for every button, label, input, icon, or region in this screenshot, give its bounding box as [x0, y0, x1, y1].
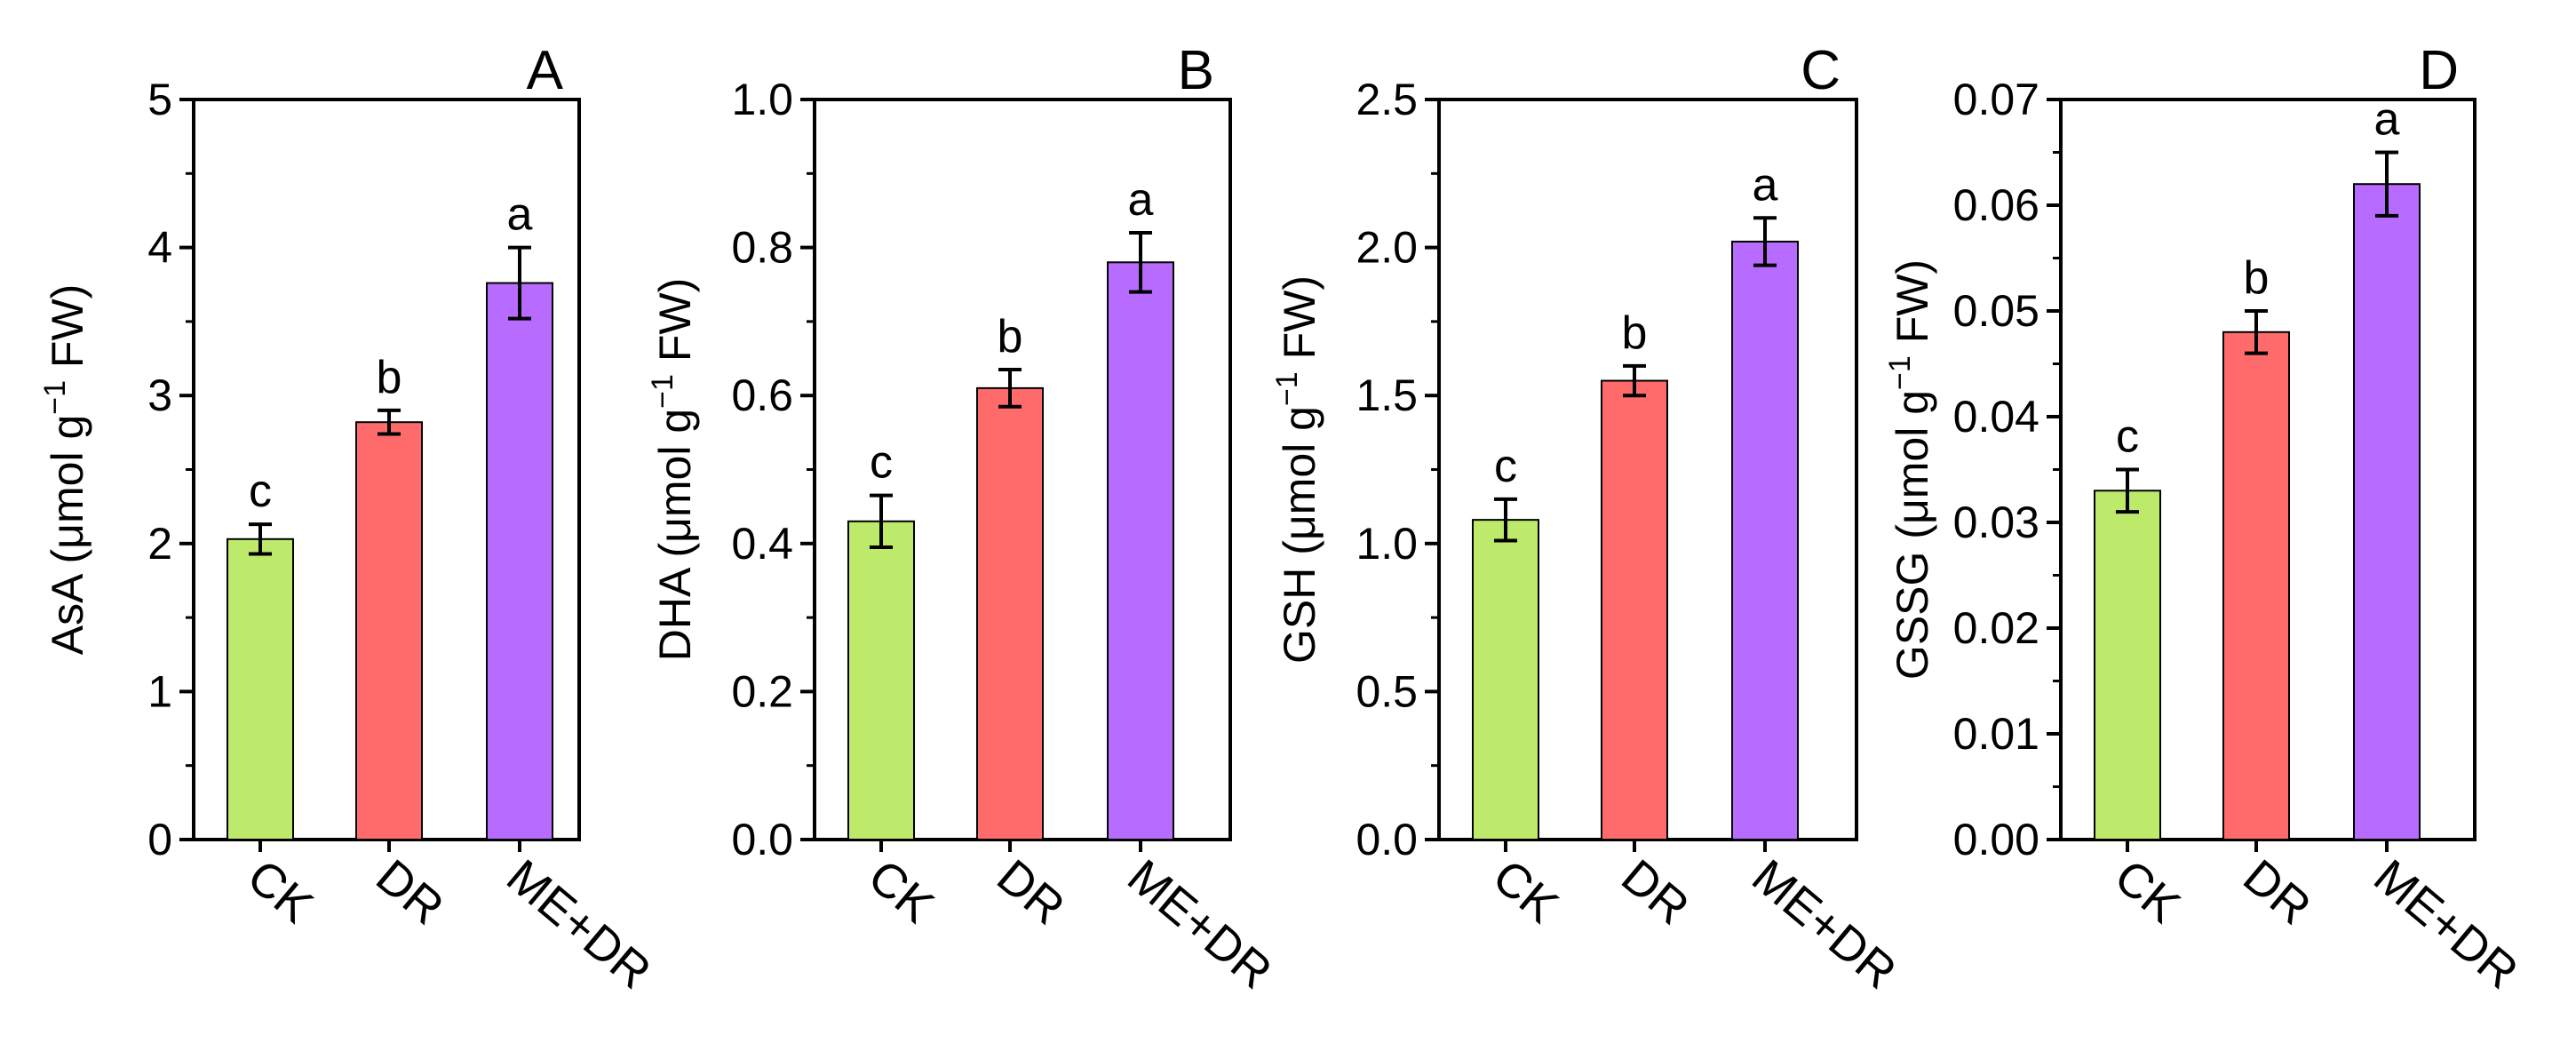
- significance-letter: b: [377, 352, 402, 403]
- x-tick-label: ME+DR: [2364, 849, 2528, 999]
- y-axis-label-main: DHA (μmol g: [650, 409, 700, 661]
- significance-letter: b: [2244, 252, 2270, 304]
- y-tick-label: 3: [147, 370, 172, 420]
- panel-A: 0 1 2 3 4 5 A AsA (μmol g−1 FW) c CK b DR a ME+DR: [38, 40, 661, 999]
- y-tick-label: 0: [147, 815, 172, 864]
- bar-DR: [2222, 330, 2290, 840]
- y-axis-label-main: GSH (μmol g: [1275, 406, 1324, 664]
- bar-CK: [847, 520, 915, 840]
- bar-CK: [227, 537, 294, 840]
- bar-CK: [2094, 490, 2161, 840]
- x-tick-label: ME+DR: [497, 849, 661, 999]
- panel-label: A: [527, 40, 564, 101]
- panel-label: D: [2419, 40, 2459, 101]
- y-tick-label: 5: [147, 75, 172, 124]
- y-axis-label-superscript: −1: [1883, 355, 1917, 390]
- y-axis-label: GSSG (μmol g−1 FW): [1883, 259, 1937, 680]
- y-tick-label: 0.02: [1953, 603, 2039, 653]
- y-tick-label: 0.06: [1953, 180, 2039, 230]
- y-tick-label: 0.01: [1953, 709, 2039, 759]
- y-tick-label: 1: [147, 666, 172, 716]
- y-tick-label: 0.4: [731, 519, 793, 569]
- panel-label: C: [1801, 40, 1841, 101]
- y-tick-label: 0.8: [731, 223, 793, 273]
- significance-letter: a: [507, 189, 533, 241]
- x-tick-label: ME+DR: [1117, 849, 1282, 999]
- y-tick-label: 0.5: [1356, 666, 1418, 716]
- bar-ME+DR: [1107, 261, 1174, 840]
- significance-letter: a: [1753, 159, 1778, 211]
- y-tick-label: 0.03: [1953, 498, 2039, 547]
- y-tick-label: 2: [147, 519, 172, 569]
- panel-C: 0.0 0.5 1.0 1.5 2.0 2.5 C GSH (μmol g−1 FW) c CK b…: [1270, 40, 1906, 999]
- significance-letter: c: [249, 466, 272, 517]
- y-tick-label: 1.0: [1356, 519, 1418, 569]
- y-tick-label: 0.6: [731, 370, 793, 420]
- bar-DR: [1601, 379, 1668, 841]
- significance-letter: c: [2116, 411, 2139, 463]
- significance-letter: a: [2374, 94, 2400, 146]
- y-axis-label-superscript: −1: [38, 380, 72, 415]
- y-axis-label-main: AsA (μmol g: [43, 415, 92, 656]
- y-tick-label: 0.0: [1356, 815, 1418, 864]
- x-tick-label: CK: [2104, 849, 2190, 933]
- x-tick-label: DR: [1611, 849, 1698, 935]
- significance-letter: b: [1622, 307, 1648, 359]
- significance-letter: c: [1494, 441, 1517, 492]
- y-tick-label: 0.07: [1953, 75, 2039, 124]
- x-tick-label: DR: [987, 849, 1074, 935]
- significance-letter: b: [998, 311, 1023, 362]
- y-tick-label: 0.05: [1953, 286, 2039, 336]
- y-tick-label: 2.0: [1356, 223, 1418, 273]
- y-axis-label-unit: FW): [43, 284, 92, 380]
- y-tick-label: 0.2: [731, 666, 793, 716]
- significance-letter: c: [870, 437, 893, 489]
- y-axis-label-unit: FW): [650, 278, 700, 374]
- y-tick-label: 4: [147, 223, 172, 273]
- bar-CK: [1472, 519, 1539, 840]
- y-tick-label: 2.5: [1356, 75, 1418, 124]
- bar-ME+DR: [486, 282, 553, 841]
- y-tick-label: 1.5: [1356, 370, 1418, 420]
- bar-ME+DR: [1731, 240, 1799, 841]
- y-axis-label: AsA (μmol g−1 FW): [38, 284, 92, 656]
- y-axis-label-unit: FW): [1888, 259, 1937, 355]
- panel-B: 0.0 0.2 0.4 0.6 0.8 1.0 B DHA (μmol g−1 FW) c CK b…: [646, 40, 1282, 999]
- y-tick-label: 0.0: [731, 815, 793, 864]
- bar-DR: [355, 421, 423, 840]
- x-tick-label: CK: [1483, 849, 1568, 933]
- y-tick-label: 0.00: [1953, 815, 2039, 864]
- y-axis-label: DHA (μmol g−1 FW): [646, 278, 700, 661]
- bar-ME+DR: [2353, 183, 2421, 840]
- y-axis-label-superscript: −1: [646, 374, 680, 409]
- y-axis-label-main: GSSG (μmol g: [1888, 390, 1937, 680]
- y-axis-label: GSH (μmol g−1 FW): [1270, 275, 1324, 664]
- panel-label: B: [1178, 40, 1214, 101]
- significance-letter: a: [1128, 174, 1154, 226]
- x-tick-label: CK: [858, 849, 943, 933]
- bar-DR: [976, 386, 1044, 840]
- y-axis-label-unit: FW): [1275, 275, 1324, 371]
- x-tick-label: CK: [237, 849, 322, 933]
- y-axis-label-superscript: −1: [1270, 371, 1304, 406]
- x-tick-label: DR: [366, 849, 453, 935]
- x-tick-label: ME+DR: [1742, 849, 1906, 999]
- x-tick-label: DR: [2233, 849, 2320, 935]
- y-tick-label: 0.04: [1953, 392, 2039, 442]
- y-tick-label: 1.0: [731, 75, 793, 124]
- panel-D: 0.00 0.01 0.02 0.03 0.04 0.05 0.06 0.07 D GSSG (μ…: [1883, 40, 2528, 999]
